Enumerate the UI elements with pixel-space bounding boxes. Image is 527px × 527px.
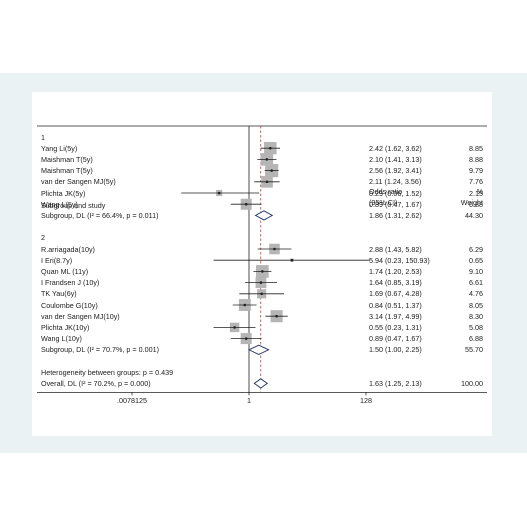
study-ci: 1.64 (0.85, 3.19) [369, 278, 422, 288]
study-ci: 1.69 (0.67, 4.28) [369, 289, 422, 299]
study-name: Yang Li(5y) [41, 143, 78, 153]
subgroup-diamond [254, 210, 274, 221]
subgroup-summary-weight: 44.30 [465, 210, 483, 220]
study-weight: 8.85 [469, 143, 483, 153]
study-point [270, 169, 273, 172]
study-point [269, 146, 272, 150]
overall-weight: 100.00 [461, 378, 483, 388]
study-weight: 7.76 [469, 177, 483, 187]
study-point [217, 191, 221, 195]
study-point [273, 247, 276, 251]
overall-label: Overall, DL (I² = 70.2%, p = 0.000) [41, 378, 151, 388]
overall-ci: 1.63 (1.25, 2.13) [369, 378, 422, 388]
study-ci: 2.88 (1.43, 5.82) [369, 244, 422, 254]
study-point [261, 270, 264, 273]
study-name: Maishman T(5y) [41, 166, 93, 176]
study-point [265, 158, 269, 161]
subgroup-summary-weight: 55.70 [465, 345, 483, 355]
study-point [290, 258, 294, 262]
study-name: Wang L(10y) [41, 334, 82, 344]
study-point [244, 202, 248, 206]
study-point [259, 281, 263, 284]
subgroup-diamond [247, 344, 270, 355]
study-weight: 2.15 [469, 188, 483, 198]
study-weight: 6.88 [469, 334, 483, 344]
heterogeneity-text: Heterogeneity between groups: p = 0.439 [41, 367, 174, 377]
study-point [244, 337, 248, 340]
header-or-line2: (95% CI) [369, 198, 398, 207]
study-ci: 1.74 (1.20, 2.53) [369, 266, 422, 276]
study-weight: 6.29 [469, 244, 483, 254]
study-ci: 0.55 (0.23, 1.31) [369, 322, 422, 332]
study-ci: 0.89 (0.47, 1.67) [369, 199, 422, 209]
study-name: Quan ML (11y) [41, 266, 89, 276]
forest-svg [37, 125, 487, 396]
study-name: Coulombe G(10y) [41, 300, 98, 310]
subgroup-summary-label: Subgroup, DL (I² = 66.4%, p = 0.011) [41, 210, 159, 220]
x-tick-label: 128 [360, 396, 372, 406]
study-name: Plichta JK(10y) [41, 322, 90, 332]
study-point [265, 180, 269, 184]
study-weight: 6.61 [469, 278, 483, 288]
subgroup-summary-ci: 1.50 (1.00, 2.25) [369, 345, 422, 355]
study-name: I Eri(8.7y) [41, 255, 73, 265]
study-weight: 8.30 [469, 311, 483, 321]
study-name: van der Sangen MJ(10y) [41, 311, 120, 321]
study-weight: 8.88 [469, 154, 483, 164]
study-weight: 6.88 [469, 199, 483, 209]
header-weight-line2: Weight [460, 198, 483, 207]
header-weight-line1: % [476, 187, 483, 196]
overall-diamond [253, 378, 269, 389]
study-weight: 4.76 [469, 289, 483, 299]
study-ci: 5.94 (0.23, 150.93) [369, 255, 430, 265]
study-name: TK Yau(6y) [41, 289, 77, 299]
study-point [233, 326, 236, 329]
study-name: Wang L(5y) [41, 199, 78, 209]
subgroup-summary-label: Subgroup, DL (I² = 70.7%, p = 0.001) [41, 345, 160, 355]
subgroup-summary-ci: 1.86 (1.31, 2.62) [369, 210, 422, 220]
study-name: I Frandsen J (10y) [41, 278, 100, 288]
study-point [260, 292, 263, 296]
header-or-line1: Odds ratio [369, 187, 403, 196]
study-point [243, 303, 247, 307]
header-study: Subgroup and study [41, 201, 106, 210]
study-weight: 5.08 [469, 322, 483, 332]
study-name: van der Sangen MJ(5y) [41, 177, 116, 187]
study-name: R.arriagada(10y) [41, 244, 95, 254]
study-weight: 8.05 [469, 300, 483, 310]
forest-plot-panel: Subgroup and study Odds ratio (95% CI) %… [32, 92, 492, 436]
subgroup-label: 1 [41, 132, 45, 142]
study-weight: 9.79 [469, 166, 483, 176]
x-tick-label: 1 [247, 396, 251, 406]
x-tick-label: .0078125 [117, 396, 147, 406]
study-ci: 0.84 (0.51, 1.37) [369, 300, 422, 310]
study-ci: 2.10 (1.41, 3.13) [369, 154, 422, 164]
study-ci: 2.56 (1.92, 3.41) [369, 166, 422, 176]
subgroup-label: 2 [41, 233, 45, 243]
study-ci: 3.14 (1.97, 4.99) [369, 311, 422, 321]
study-ci: 0.89 (0.47, 1.67) [369, 334, 422, 344]
study-ci: 0.29 (0.06, 1.52) [369, 188, 422, 198]
study-ci: 2.11 (1.24, 3.56) [369, 177, 422, 187]
study-weight: 9.10 [469, 266, 483, 276]
study-ci: 2.42 (1.62, 3.62) [369, 143, 422, 153]
study-point [275, 314, 278, 318]
study-weight: 0.65 [469, 255, 483, 265]
study-name: Plichta JK(5y) [41, 188, 86, 198]
study-name: Maishman T(5y) [41, 154, 93, 164]
